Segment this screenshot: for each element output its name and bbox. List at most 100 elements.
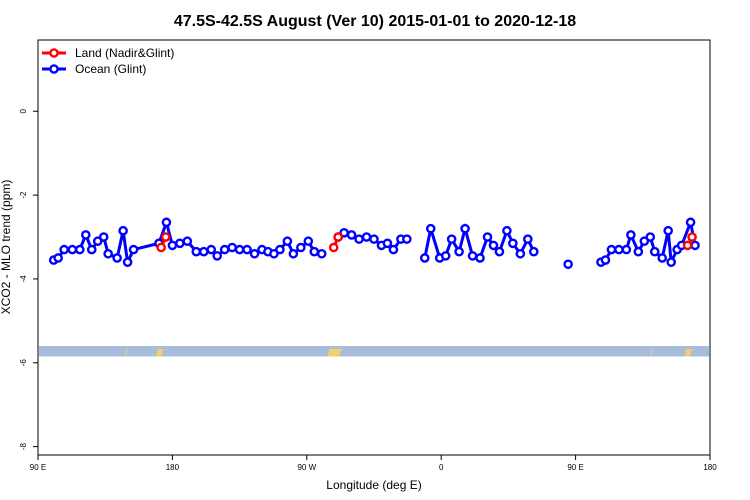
ocean-data-point: [600, 255, 611, 265]
x-tick-label: 90 E: [567, 463, 583, 472]
land-patch: [650, 349, 654, 357]
ocean-data-point: [440, 251, 451, 261]
ocean-legend-marker: [49, 64, 59, 74]
x-tick-label: 0: [439, 463, 444, 472]
ocean-legend-label: Ocean (Glint): [75, 62, 146, 76]
ocean-data-point: [92, 236, 103, 247]
ocean-data-point: [112, 253, 122, 263]
ocean-data-point: [86, 244, 97, 255]
ocean-data-point: [354, 234, 364, 244]
ocean-data-point: [645, 232, 656, 242]
x-tick-label: 180: [166, 463, 180, 472]
ocean-data-point: [621, 244, 632, 255]
ocean-data-point: [53, 253, 63, 263]
ocean-data-point: [657, 253, 668, 263]
ocean-data-point: [309, 246, 320, 257]
ocean-data-point: [425, 223, 436, 234]
ocean-data-point: [508, 238, 518, 249]
x-tick-label: 90 E: [30, 463, 46, 472]
y-tick-label: -6: [19, 359, 28, 367]
ocean-data-point: [663, 225, 673, 236]
ocean-data-point: [523, 234, 533, 244]
chart-title: 47.5S-42.5S August (Ver 10) 2015-01-01 t…: [174, 13, 576, 30]
x-tick-label: 180: [703, 463, 717, 472]
land-data-point: [687, 232, 697, 242]
land-patch: [684, 349, 693, 357]
ocean-band: [39, 346, 709, 357]
land-data-point: [328, 242, 339, 253]
ocean-data-point: [382, 238, 393, 249]
ocean-data-point: [198, 246, 209, 257]
ocean-data-point: [128, 244, 139, 255]
ocean-data-point: [685, 217, 696, 228]
x-axis: 90 E 180 90 W 0 90 E 180: [30, 455, 717, 472]
ocean-data-point: [282, 236, 293, 247]
ocean-data-point: [288, 248, 299, 259]
ocean-data-point: [98, 232, 109, 242]
land-data-point: [333, 232, 343, 242]
ocean-data-point: [191, 246, 202, 257]
ocean-data-point: [219, 244, 230, 255]
ocean-data-point: [296, 242, 306, 253]
land-data-point: [160, 232, 171, 242]
ocean-data-point: [502, 225, 512, 236]
ocean-data-point: [563, 259, 573, 270]
ocean-data-point: [626, 230, 636, 240]
ocean-data-point: [212, 251, 222, 261]
y-axis: 0 -2 -4 -6 -8: [19, 108, 38, 450]
ocean-data-point: [269, 248, 279, 259]
ocean-data-point: [369, 234, 379, 244]
ocean-data-point: [614, 244, 624, 255]
ocean-data-point: [633, 246, 644, 257]
ocean-data-point: [528, 246, 539, 257]
land-patch: [124, 349, 128, 357]
plot-area: [37, 39, 711, 456]
y-axis-label: XCO2 - MLO trend (ppm): [0, 180, 13, 315]
ocean-data-point: [494, 246, 505, 257]
background-band-layer: [39, 346, 709, 357]
ocean-data-point: [161, 217, 172, 228]
ocean-data-point: [118, 225, 128, 236]
ocean-data-point: [316, 248, 327, 259]
land-legend-label: Land (Nadir&Glint): [75, 46, 174, 60]
ocean-data-point: [606, 244, 617, 255]
x-tick-label: 90 W: [297, 463, 316, 472]
x-axis-label: Longitude (deg E): [326, 478, 421, 492]
ocean-data-point: [649, 246, 660, 257]
ocean-data-point: [454, 246, 464, 257]
ocean-data-point: [175, 238, 185, 249]
land-patch: [327, 349, 342, 357]
ocean-data-point: [467, 251, 478, 261]
ocean-data-point: [419, 253, 430, 263]
ocean-data-point: [80, 230, 91, 240]
ocean-data-point: [275, 244, 285, 255]
legend: Land (Nadir&Glint) Ocean (Glint): [42, 46, 174, 76]
ocean-data-point: [242, 244, 252, 255]
ocean-data-point: [482, 232, 493, 242]
ocean-data-point: [75, 244, 85, 255]
ocean-data-point: [666, 257, 676, 267]
ocean-data-point: [488, 240, 499, 251]
y-tick-label: -2: [19, 191, 28, 199]
y-tick-label: -8: [19, 443, 28, 451]
ocean-data-point: [227, 242, 237, 253]
ocean-data-point: [475, 253, 485, 263]
ocean-data-point: [167, 240, 178, 251]
ocean-data-point: [67, 244, 78, 255]
ocean-data-point: [460, 223, 470, 234]
ocean-data-point: [639, 236, 650, 247]
ocean-data-point: [249, 248, 260, 259]
land-data-point: [682, 240, 693, 251]
ocean-data-point: [234, 244, 245, 255]
ocean-data-point: [122, 257, 133, 267]
y-tick-label: -4: [19, 275, 28, 283]
ocean-data-point: [446, 234, 457, 244]
ocean-data-point: [182, 236, 193, 247]
ocean-data-point: [690, 240, 700, 251]
land-patch: [155, 349, 164, 357]
ocean-data-point: [361, 232, 372, 242]
ocean-data-point: [388, 244, 399, 255]
land-legend-marker: [49, 48, 59, 58]
series-layer: [48, 216, 700, 270]
